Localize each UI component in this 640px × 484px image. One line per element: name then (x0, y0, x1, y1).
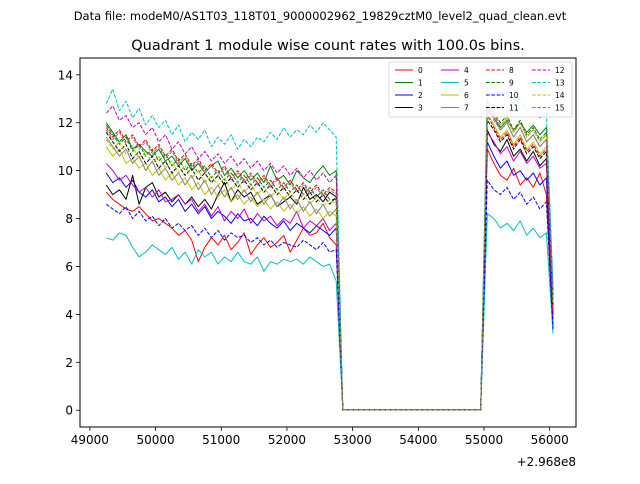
series-line-15 (105, 107, 554, 411)
y-tick-label: 14 (58, 68, 73, 82)
legend-label-5: 5 (464, 79, 469, 88)
x-tick-label: 53000 (334, 433, 372, 447)
x-tick-label: 51000 (202, 433, 240, 447)
legend-label-8: 8 (509, 66, 514, 75)
plot-frame (79, 57, 577, 428)
series-layer (105, 79, 554, 411)
series-line-8 (105, 115, 554, 411)
legend-label-13: 13 (555, 79, 565, 88)
x-tick-label: 56000 (531, 433, 569, 447)
legend-label-0: 0 (418, 66, 423, 75)
legend-label-4: 4 (464, 66, 469, 75)
x-tick-label: 50000 (136, 433, 174, 447)
x-tick-label: 55000 (465, 433, 503, 447)
legend-label-2: 2 (418, 91, 423, 100)
legend-label-10: 10 (509, 91, 519, 100)
legend-label-12: 12 (555, 66, 565, 75)
x-axis-offset-label: +2.968e8 (517, 455, 576, 469)
legend-label-7: 7 (464, 104, 469, 113)
series-line-5 (106, 213, 554, 411)
legend-label-15: 15 (555, 104, 565, 113)
x-tick-label: 54000 (399, 433, 437, 447)
legend-label-14: 14 (555, 91, 565, 100)
series-line-11 (105, 119, 554, 411)
y-tick-label: 10 (58, 164, 73, 178)
chart-title: Quadrant 1 module wise count rates with … (131, 38, 525, 54)
legend-label-1: 1 (418, 79, 423, 88)
legend-label-11: 11 (509, 104, 519, 113)
x-tick-label: 49000 (71, 433, 109, 447)
y-tick-label: 6 (65, 260, 73, 274)
legend-label-6: 6 (464, 91, 469, 100)
y-tick-label: 4 (65, 308, 73, 322)
x-tick-label: 52000 (268, 433, 306, 447)
y-tick-label: 12 (58, 116, 73, 130)
legend-label-3: 3 (418, 104, 423, 113)
legend-label-9: 9 (509, 79, 514, 88)
legend-frame (388, 61, 573, 118)
y-tick-label: 0 (65, 404, 73, 418)
chart-suptitle: Data file: modeM0/AS1T03_118T01_90000029… (74, 9, 567, 23)
y-tick-label: 8 (65, 212, 73, 226)
y-axis: 0 2 4 6 8 10 12 14 (58, 68, 80, 418)
series-line-10 (106, 179, 554, 411)
x-axis: 49000 50000 51000 52000 53000 54000 55000 56000 (71, 427, 569, 447)
y-tick-label: 2 (65, 356, 73, 370)
